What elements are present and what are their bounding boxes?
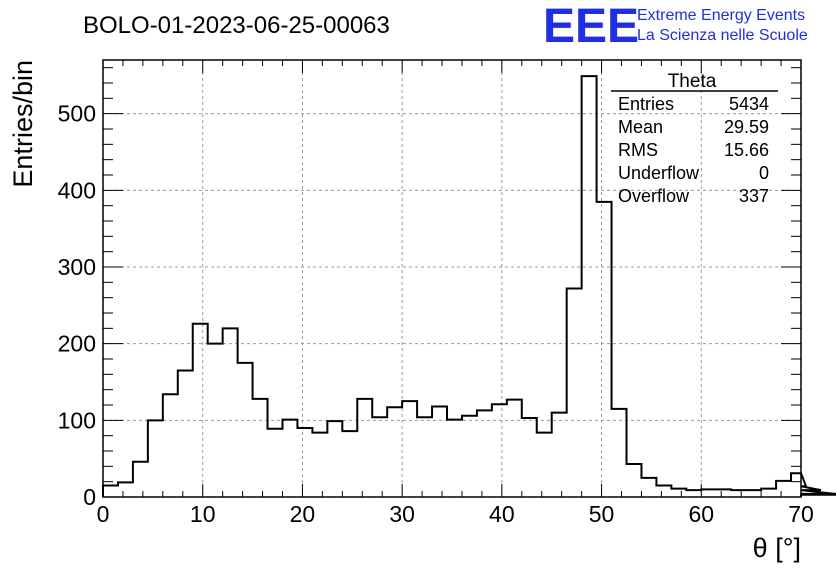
stats-row-label: Overflow xyxy=(618,186,690,206)
y-tick-label: 0 xyxy=(83,484,96,510)
y-tick-label: 100 xyxy=(58,407,96,433)
eee-logo: EEE Extreme Energy Events La Scienza nel… xyxy=(543,0,808,53)
stats-row-value: 337 xyxy=(739,186,769,206)
eee-logo-line1: Extreme Energy Events xyxy=(637,7,805,24)
stats-rows: Entries 5434 Mean 29.59 RMS 15.66 Underflow 0 Ov… xyxy=(618,94,769,206)
x-tick-label: 20 xyxy=(290,501,316,527)
chart-title: BOLO-01-2023-06-25-00063 xyxy=(83,12,390,39)
stats-row-label: RMS xyxy=(618,140,658,160)
stats-row-value: 5434 xyxy=(729,94,769,114)
y-tick-label: 200 xyxy=(58,331,96,357)
x-tick-label: 10 xyxy=(190,501,216,527)
eee-logo-line2: La Scienza nelle Scuole xyxy=(637,27,808,44)
stats-title: Theta xyxy=(668,71,717,92)
stats-row-value: 29.59 xyxy=(724,117,769,137)
x-tick-label: 40 xyxy=(489,501,515,527)
x-tick-labels: 0 10 20 30 40 50 60 70 xyxy=(97,501,814,527)
y-tick-label: 500 xyxy=(58,101,96,127)
histogram-series xyxy=(102,75,836,497)
stats-row-value: 15.66 xyxy=(724,140,769,160)
y-tick-label: 300 xyxy=(58,254,96,280)
x-tick-label: 0 xyxy=(97,501,110,527)
x-tick-label: 50 xyxy=(589,501,615,527)
x-tick-label: 30 xyxy=(389,501,415,527)
x-tick-label: 60 xyxy=(688,501,714,527)
stats-box: Theta Entries 5434 Mean 29.59 RMS 15.66 Underf… xyxy=(611,71,778,206)
x-axis-label: θ [°] xyxy=(753,533,801,563)
stats-row-value: 0 xyxy=(759,163,769,183)
plot-frame xyxy=(102,59,802,498)
axis-ticks xyxy=(102,60,802,498)
y-tick-labels: 0 100 200 300 400 500 xyxy=(58,101,96,510)
y-tick-label: 400 xyxy=(58,177,96,203)
y-axis-label: Entries/bin xyxy=(8,60,38,188)
x-tick-label: 70 xyxy=(788,501,814,527)
stats-row-label: Mean xyxy=(618,117,663,137)
stats-row-label: Entries xyxy=(618,94,674,114)
stats-row-label: Underflow xyxy=(618,163,700,183)
eee-logo-mark: EEE xyxy=(543,0,639,53)
